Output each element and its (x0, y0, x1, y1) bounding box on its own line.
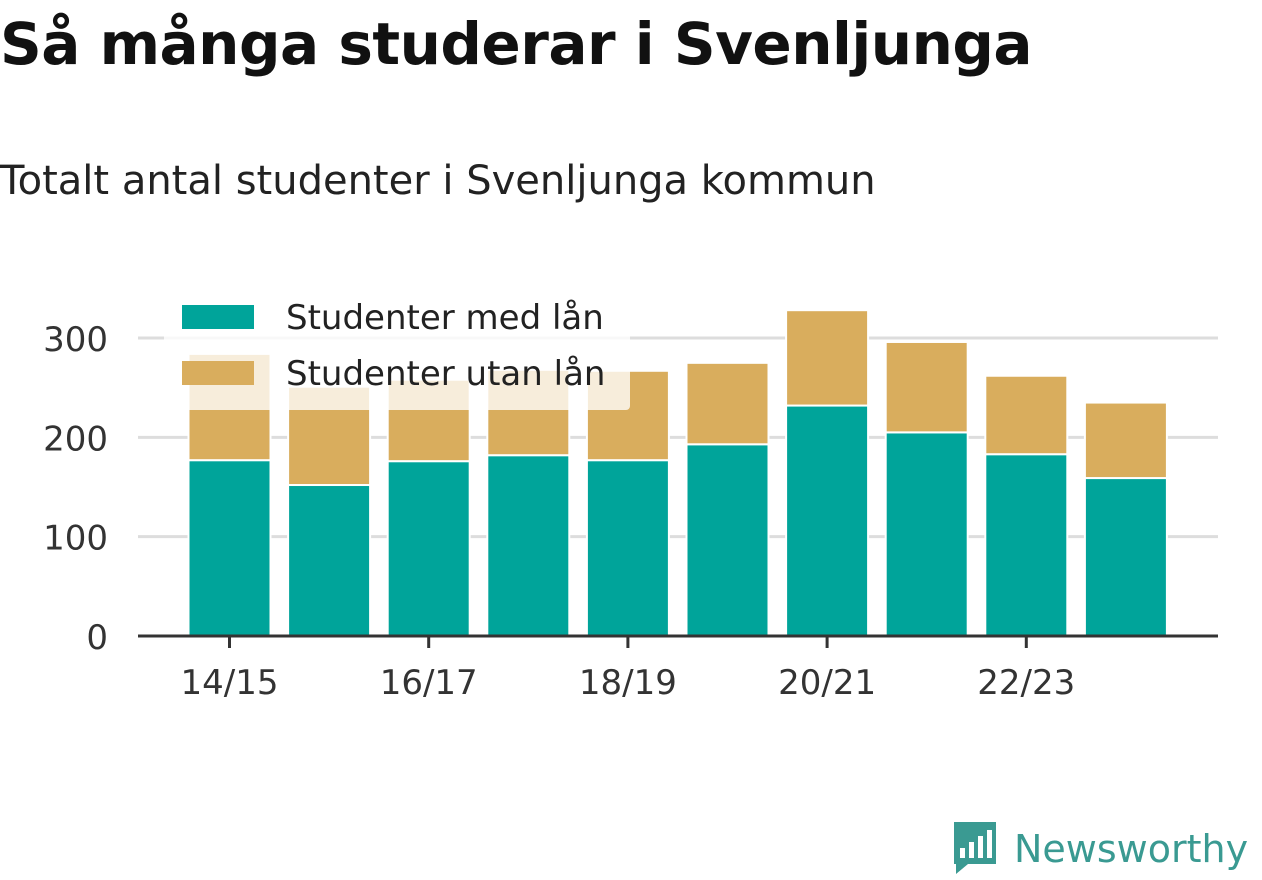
bar-segment-med-lan (785, 404, 870, 637)
bar-segment-med-lan (685, 443, 770, 637)
bar-segment-med-lan (486, 454, 571, 638)
x-tick-label: 20/21 (778, 663, 876, 703)
bar-segment-utan-lan (884, 340, 969, 434)
y-tick-label: 300 (43, 320, 108, 360)
bar-segment-utan-lan (685, 361, 770, 446)
bar-segment-med-lan (187, 459, 272, 637)
y-tick-label: 200 (43, 419, 108, 459)
legend-label: Studenter utan lån (286, 354, 605, 394)
bar-segment-utan-lan (785, 309, 870, 407)
legend-swatch-med-lan (182, 305, 254, 329)
bar-segment-med-lan (386, 460, 471, 637)
x-tick-label: 22/23 (977, 663, 1075, 703)
bar-segment-med-lan (1083, 477, 1168, 637)
legend: Studenter med lån Studenter utan lån (164, 292, 630, 410)
bar-segment-med-lan (884, 431, 969, 637)
axes: 0 100 200 300 14/15 16/17 18/19 20/21 22/23 (43, 320, 1218, 703)
x-tick-label: 14/15 (181, 663, 279, 703)
newsworthy-brand: Newsworthy (950, 818, 1248, 880)
y-tick-label: 0 (86, 618, 108, 658)
bar-segment-med-lan (287, 484, 372, 637)
legend-label: Studenter med lån (286, 298, 604, 338)
bar-segment-med-lan (984, 453, 1069, 637)
brand-name: Newsworthy (1014, 827, 1249, 871)
bar-segment-utan-lan (1083, 401, 1168, 480)
newsworthy-logo-icon (950, 818, 1000, 880)
chart-title: Så många studerar i Svenljunga (0, 10, 1033, 78)
bar-segment-utan-lan (984, 374, 1069, 456)
chart-subtitle: Totalt antal studenter i Svenljunga komm… (0, 158, 876, 204)
bar-segment-med-lan (585, 459, 670, 637)
legend-box (164, 292, 630, 410)
x-tick-label: 18/19 (579, 663, 677, 703)
legend-swatch-utan-lan (182, 361, 254, 385)
x-tick-label: 16/17 (380, 663, 478, 703)
y-tick-label: 100 (43, 519, 108, 559)
